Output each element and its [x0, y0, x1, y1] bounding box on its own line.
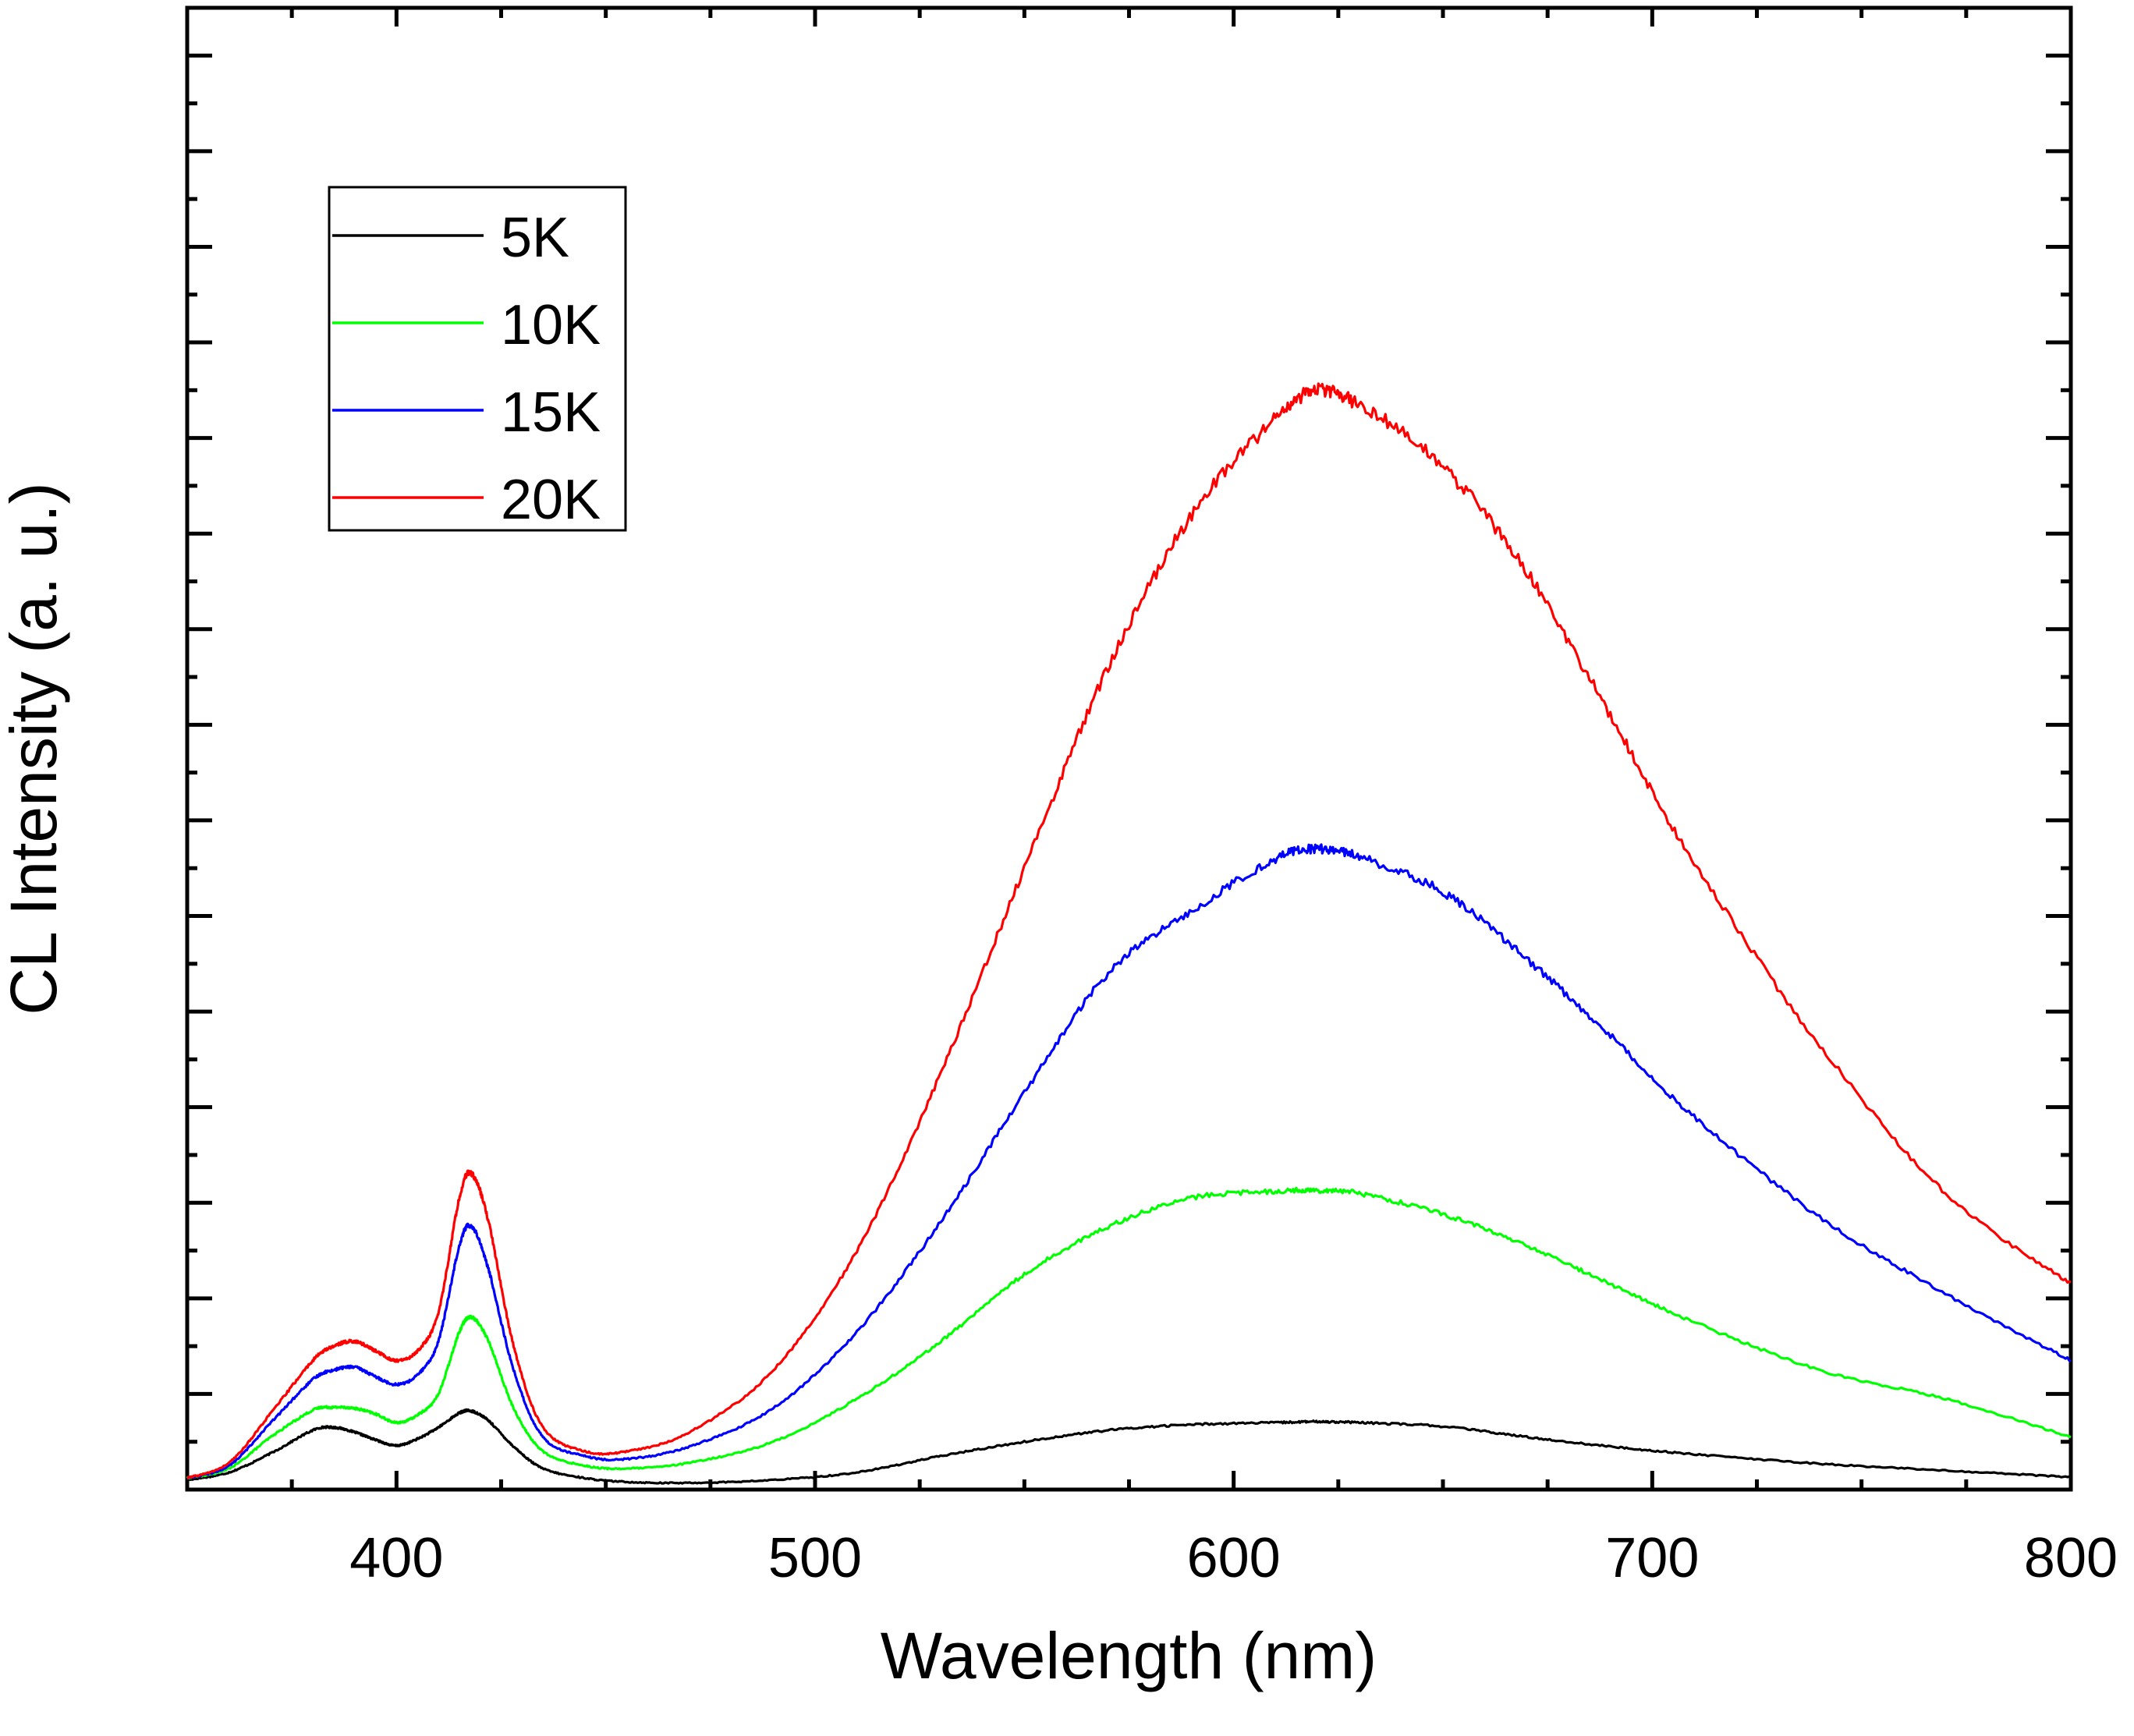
x-tick-label: 600 — [1187, 1527, 1281, 1589]
legend-items: 5K 10K 15K 20K — [332, 207, 601, 531]
y-axis-label: CL Intensity (a. u.) — [0, 482, 70, 1015]
series-line-5k — [186, 1408, 2072, 1485]
x-tick-labels: 400 500 600 700 800 — [349, 1527, 2118, 1589]
x-tick-label: 400 — [349, 1527, 443, 1589]
legend-label-20k: 20K — [501, 469, 601, 531]
axis-ticks — [185, 5, 2073, 1492]
legend-label-10k: 10K — [501, 294, 601, 356]
legend-box — [328, 186, 627, 532]
legend-label-15k: 15K — [501, 381, 601, 444]
series-line-10k — [186, 1186, 2072, 1480]
legend: 5K 10K 15K 20K — [328, 186, 627, 532]
x-tick-label: 800 — [2024, 1527, 2118, 1589]
legend-label-5k: 5K — [501, 207, 569, 269]
x-tick-label: 700 — [1605, 1527, 1699, 1589]
x-tick-label: 500 — [768, 1527, 862, 1589]
x-axis-label: Wavelength (nm) — [881, 1619, 1377, 1692]
series-line-15k — [186, 843, 2072, 1480]
series-lines — [186, 382, 2072, 1485]
series-line-20k — [186, 382, 2072, 1480]
